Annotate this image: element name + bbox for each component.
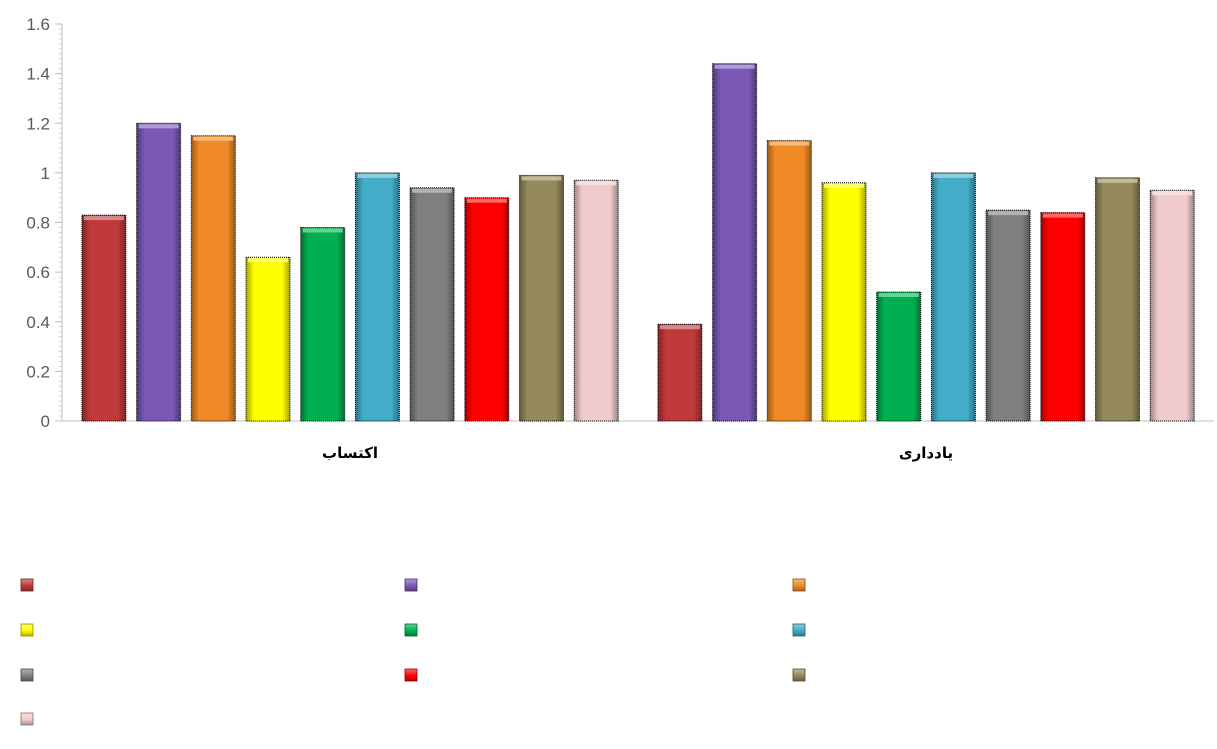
bar-bevel-s9-c1 [521,176,562,181]
bar-s7-c1 [409,187,455,422]
bar-s6-c1 [354,172,400,422]
bar-bevel-s4-c2 [824,183,864,188]
legend-marker-6 [792,623,806,637]
bar-bevel-s4-c1 [248,258,288,263]
y-tick-label: 0.6 [26,263,50,282]
bar-s7-c2 [985,209,1031,422]
bar-bevel-s10-c1 [576,181,617,186]
bar-bevel-s5-c2 [878,293,919,297]
bar-bevel-s5-c1 [302,228,343,233]
bar-bevel-s7-c2 [988,211,1029,216]
bar-bevel-s9-c2 [1097,178,1138,183]
bar-bevel-s1-c1 [83,216,124,221]
bar-bevel-s3-c1 [193,136,234,141]
bar-s5-c2 [876,291,922,422]
legend-marker-8 [404,668,418,682]
bar-s5-c1 [300,227,346,422]
bar-s2-c2 [712,63,758,422]
legend-marker-10 [20,712,34,726]
bar-s8-c2 [1040,212,1086,422]
bar-s10-c1 [573,179,619,422]
legend-marker-7 [20,668,34,682]
bar-s3-c1 [190,135,236,422]
bar-s9-c2 [1095,177,1140,422]
bar-s6-c2 [930,172,976,422]
legend-marker-1 [20,578,34,592]
y-tick-label: 0 [41,412,50,431]
bar-bevel-s8-c1 [466,198,507,203]
bar-s1-c2 [657,323,703,422]
y-tick-label: 0.2 [26,362,50,381]
legend-marker-4 [20,623,34,637]
y-tick-label: 1 [41,164,50,183]
bar-bevel-s1-c2 [659,325,700,330]
legend-marker-2 [404,578,418,592]
bar-s2-c1 [136,122,182,422]
bar-s3-c2 [766,140,812,422]
bar-s9-c1 [519,174,564,422]
y-tick-label: 0.4 [26,313,50,332]
y-tick-label: 0.8 [26,214,50,233]
legend-marker-3 [792,578,806,592]
legend-marker-9 [792,668,806,682]
labels: 0 0.2 0.4 0.6 0.8 1 1.2 1.4 1.6 اکتساب یادداری [26,15,953,462]
bar-bevel-s6-c2 [933,173,974,178]
y-tick-label: 1.4 [26,65,50,84]
bar-bevel-s2-c1 [138,124,179,129]
bar-s8-c1 [464,197,510,422]
y-tick-label: 1.6 [26,15,50,34]
bar-s1-c1 [81,214,127,422]
x-category-label: اکتساب [322,444,378,462]
bars [81,63,1195,422]
bar-bevel-s8-c2 [1042,213,1083,218]
bar-bevel-s10-c2 [1152,191,1193,196]
bar-bevel-s6-c1 [357,173,398,178]
bar-s10-c2 [1149,189,1195,422]
bar-s4-c1 [245,256,291,422]
bar-s4-c2 [821,182,867,422]
legend [20,578,806,726]
legend-marker-5 [404,623,418,637]
bar-bevel-s2-c2 [714,64,755,69]
y-tick-label: 1.2 [26,114,50,133]
x-category-label: یادداری [899,444,953,462]
bar-bevel-s3-c2 [769,141,810,146]
bar-bevel-s7-c1 [412,188,453,193]
